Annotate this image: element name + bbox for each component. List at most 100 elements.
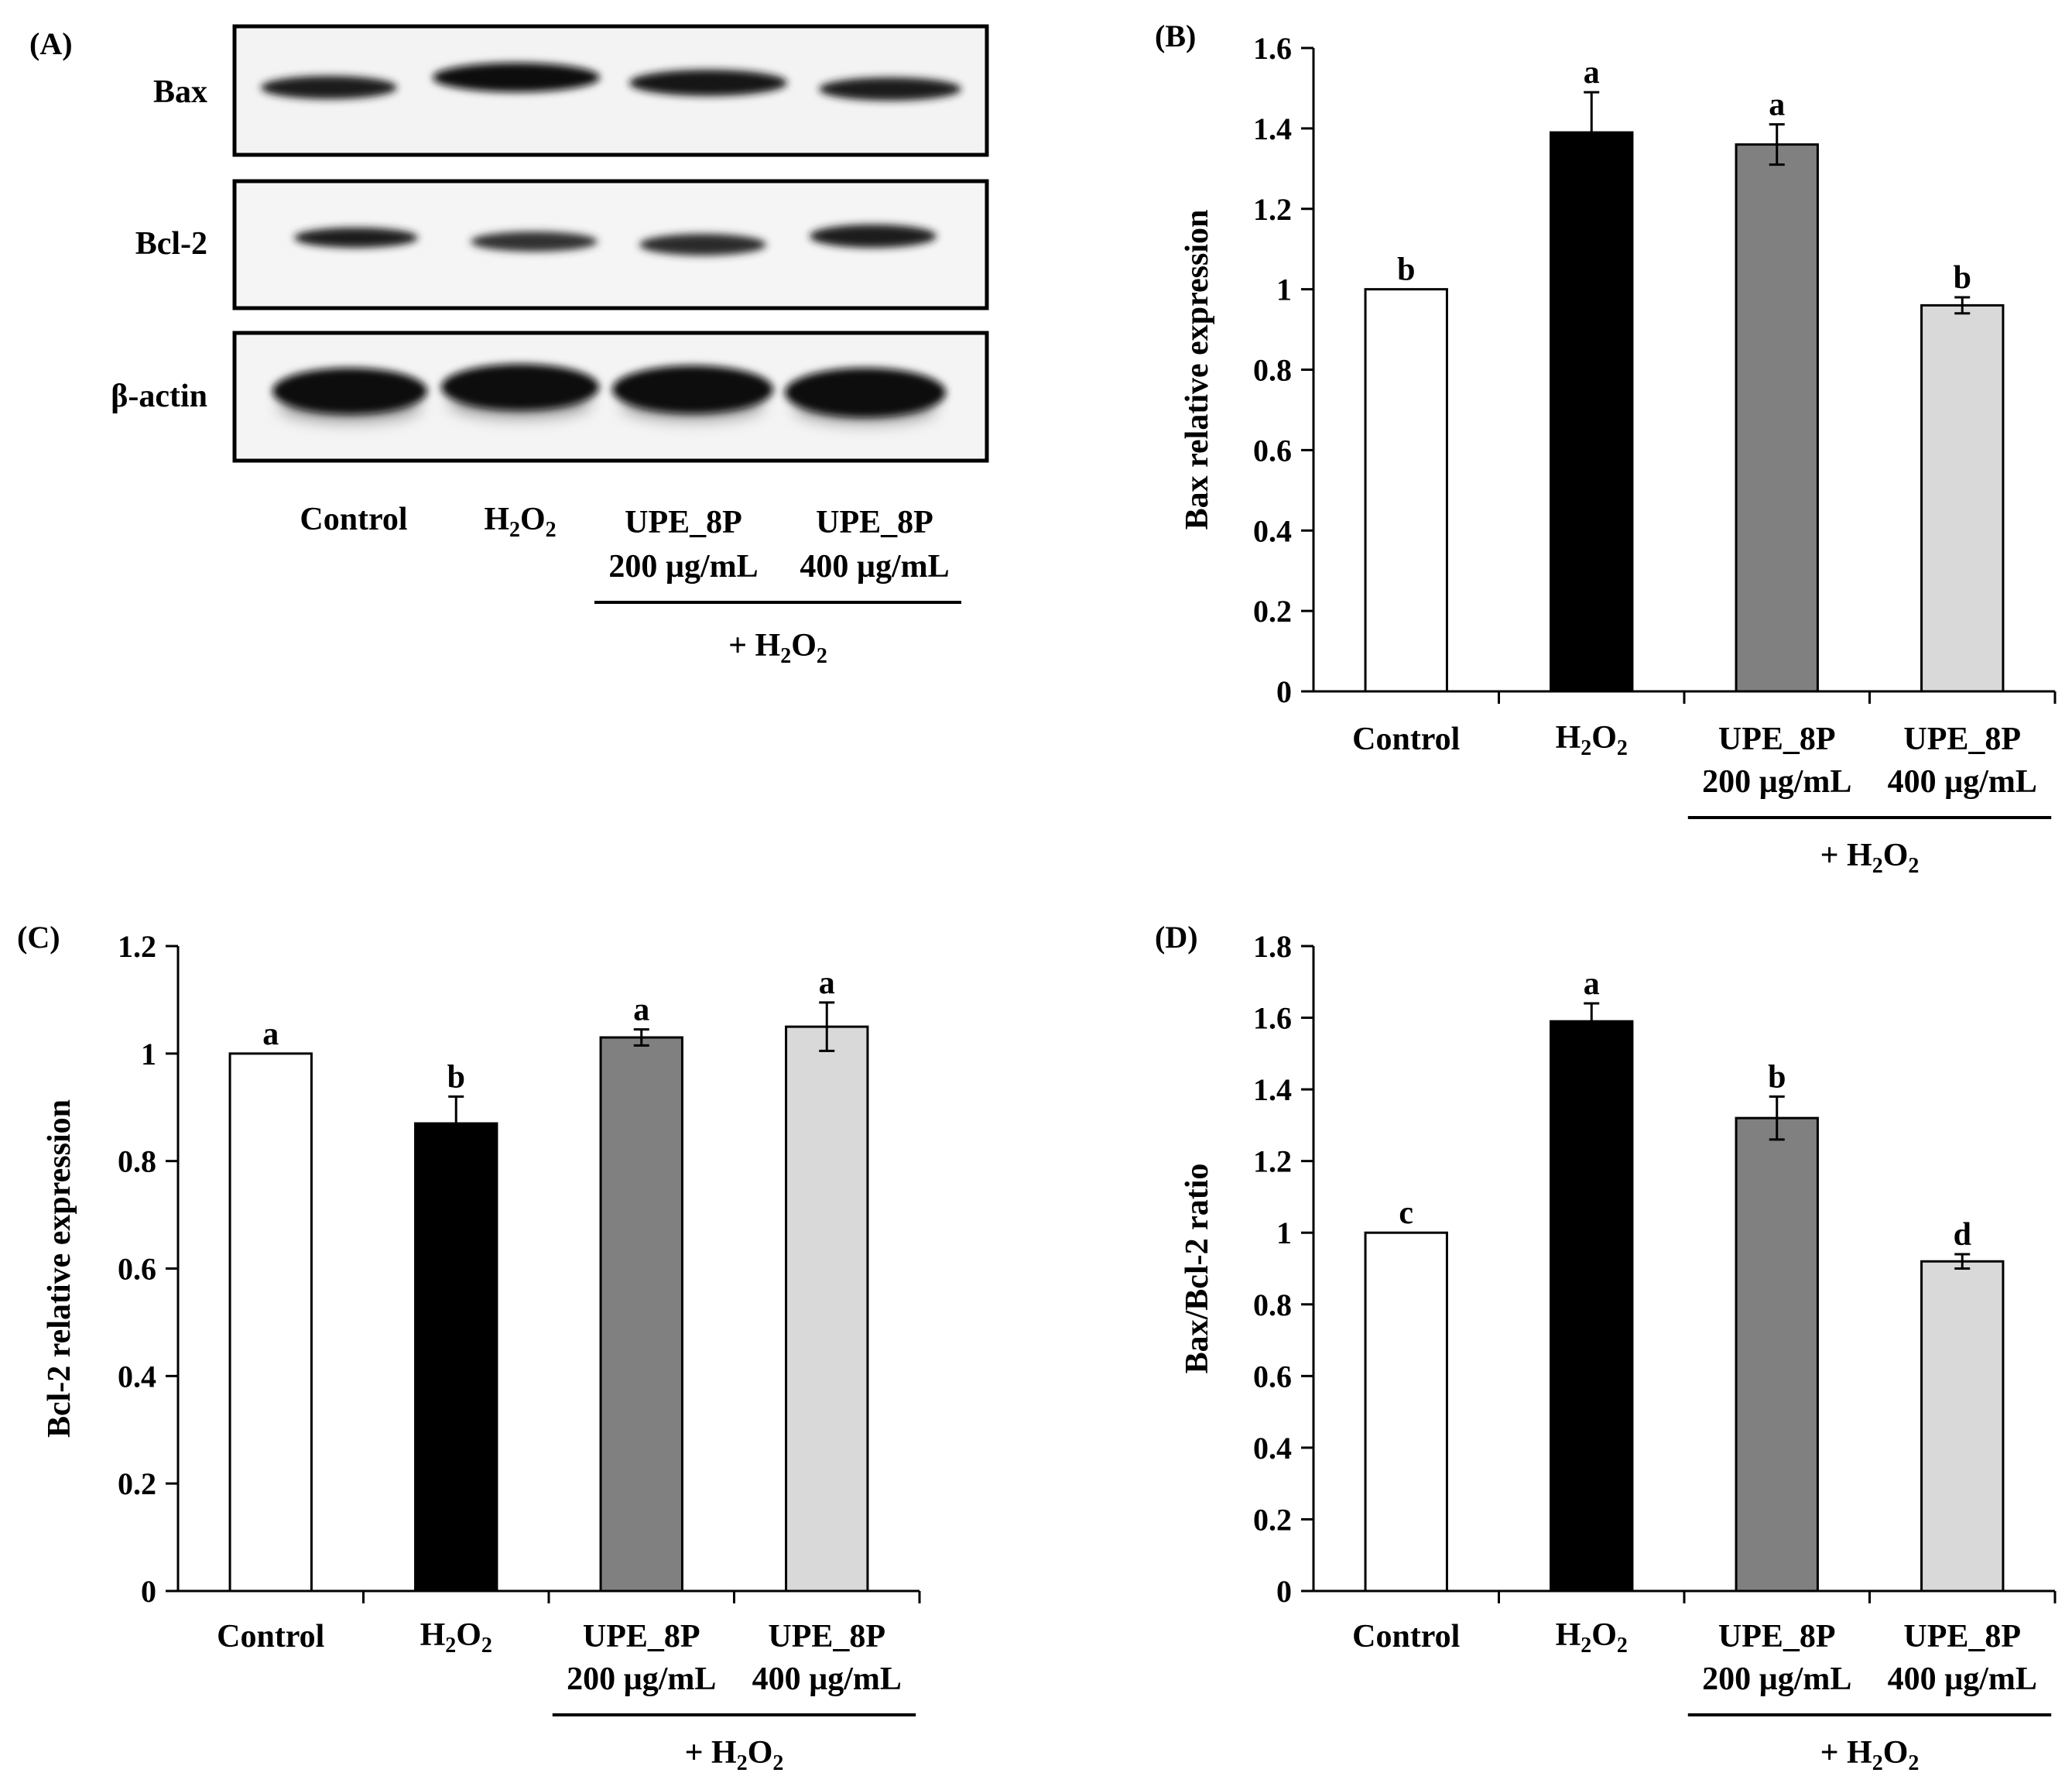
category-label-h2o2: H2O2 — [1556, 720, 1628, 760]
band-actin-h2o2 — [441, 364, 599, 410]
significance-h2o2: a — [1584, 55, 1600, 91]
group-label: + H2O2 — [685, 1735, 784, 1775]
category-label-upe400-line2: 400 µg/mL — [752, 1661, 902, 1697]
band-bax-upe400 — [819, 77, 961, 101]
y-tick-label: 0.8 — [1253, 353, 1292, 388]
y-tick-label: 1.4 — [1253, 111, 1292, 146]
lane-label-upe400-line1: UPE_8P — [816, 505, 933, 540]
bar-h2o2 — [1550, 131, 1634, 693]
y-tick-label: 0.4 — [1253, 513, 1292, 548]
y-tick-label: 0.2 — [118, 1466, 156, 1501]
y-tick-label: 0.8 — [1253, 1288, 1292, 1322]
band-actin-upe200 — [612, 365, 773, 413]
significance-control: b — [1397, 252, 1415, 288]
significance-upe200: b — [1768, 1059, 1786, 1095]
category-label-h2o2: H2O2 — [420, 1617, 492, 1658]
category-label-upe400-line1: UPE_8P — [1903, 722, 2021, 757]
lane-label-upe200-line2: 200 µg/mL — [608, 549, 758, 585]
lane-label-control: Control — [300, 502, 407, 537]
y-tick-label: 0 — [1276, 1574, 1292, 1609]
bar-h2o2 — [414, 1122, 498, 1593]
significance-upe400: a — [819, 965, 835, 1001]
bar-h2o2 — [1550, 1020, 1634, 1593]
y-tick-label: 0.8 — [118, 1144, 156, 1179]
blot-bcl2 — [232, 179, 989, 310]
panel-d-ratio-chart: (D) 0 0.2 0.4 0.6 0.8 1 1.2 1.4 1.6 1.8 Bax/Bcl-2 r… — [1155, 920, 2057, 1775]
y-tick-label: 0.6 — [118, 1252, 156, 1287]
bar-upe400 — [1920, 1260, 2005, 1593]
bar-control — [1364, 288, 1448, 693]
lane-label-upe400-line2: 400 µg/mL — [800, 549, 949, 585]
category-label-upe400-line1: UPE_8P — [768, 1619, 885, 1654]
panel-b-bax-chart: (B) 0 0.2 0.4 0.6 0.8 1 1.2 1.4 1.6 Bax relative e… — [1155, 19, 2057, 878]
y-tick-label: 0.6 — [1253, 433, 1292, 468]
bar-upe200 — [599, 1036, 683, 1593]
y-tick-label: 0.2 — [1253, 1502, 1292, 1537]
blot-bax — [232, 24, 989, 157]
blot-label-beta-actin: β-actin — [111, 379, 207, 414]
bar-upe200 — [1735, 143, 1819, 693]
band-bcl2-control — [294, 228, 418, 248]
bar-control — [228, 1052, 313, 1593]
y-tick-label: 1.8 — [1253, 929, 1292, 964]
panel-label: (C) — [17, 920, 60, 955]
category-label-upe200-line2: 200 µg/mL — [567, 1661, 716, 1697]
y-axis-label: Bax/Bcl-2 ratio — [1180, 1164, 1215, 1374]
y-tick-label: 0.4 — [118, 1359, 156, 1394]
y-tick-label: 0.6 — [1253, 1359, 1292, 1394]
panel-label: (B) — [1155, 19, 1196, 53]
category-label-control: Control — [1352, 722, 1460, 757]
significance-control: c — [1399, 1195, 1413, 1231]
y-tick-label: 1.4 — [1253, 1072, 1292, 1107]
category-label-control: Control — [217, 1619, 324, 1654]
lane-label-h2o2: H2O2 — [484, 502, 556, 542]
category-label-upe400-line1: UPE_8P — [1903, 1619, 2021, 1654]
category-label-h2o2: H2O2 — [1556, 1617, 1628, 1658]
panel-label: (D) — [1155, 920, 1198, 955]
significance-h2o2: b — [447, 1059, 465, 1095]
category-label-upe200-line2: 200 µg/mL — [1702, 1661, 1851, 1697]
significance-upe200: a — [1769, 87, 1785, 123]
y-tick-label: 1 — [1276, 273, 1292, 307]
y-tick-label: 1.6 — [1253, 1001, 1292, 1036]
significance-upe400: b — [1954, 260, 1971, 296]
category-label-upe200-line1: UPE_8P — [1718, 1619, 1836, 1654]
y-axis-label: Bax relative expression — [1180, 210, 1215, 530]
blot-label-bax: Bax — [153, 74, 207, 110]
blot-label-bcl2: Bcl-2 — [135, 226, 207, 262]
bar-upe400 — [785, 1025, 869, 1593]
blot-beta-actin — [232, 331, 989, 463]
y-tick-label: 1.2 — [1253, 1144, 1292, 1179]
category-label-upe400-line2: 400 µg/mL — [1888, 764, 2037, 800]
category-label-upe200-line2: 200 µg/mL — [1702, 764, 1851, 800]
category-label-upe200-line1: UPE_8P — [583, 1619, 700, 1654]
y-axis-label: Bcl-2 relative expression — [42, 1099, 77, 1438]
y-tick-label: 1.2 — [1253, 192, 1292, 227]
band-bax-h2o2 — [433, 63, 600, 92]
significance-h2o2: a — [1584, 966, 1600, 1002]
band-actin-upe400 — [785, 368, 946, 417]
blot-lane-labels: Control H2O2 UPE_8P 200 µg/mL UPE_8P 400… — [300, 502, 961, 668]
y-tick-label: 1 — [141, 1037, 156, 1072]
y-tick-label: 1 — [1276, 1216, 1292, 1250]
bar-upe400 — [1920, 303, 2005, 693]
category-label-upe200-line1: UPE_8P — [1718, 722, 1836, 757]
significance-control: a — [262, 1017, 279, 1052]
significance-upe200: a — [633, 993, 649, 1028]
panel-a-label: (A) — [29, 26, 73, 61]
y-tick-label: 0 — [141, 1574, 156, 1609]
category-label-control: Control — [1352, 1619, 1460, 1654]
panel-a-western-blot: (A) Bax Bcl-2 β-actin — [29, 24, 989, 668]
y-tick-label: 0.4 — [1253, 1431, 1292, 1466]
group-label: + H2O2 — [1820, 838, 1920, 878]
lane-label-upe200-line1: UPE_8P — [625, 505, 742, 540]
significance-upe400: d — [1954, 1217, 1971, 1253]
lane-group-label: + H2O2 — [728, 628, 827, 668]
bar-control — [1364, 1231, 1448, 1593]
y-tick-label: 1.2 — [118, 929, 156, 964]
band-actin-control — [272, 368, 427, 414]
band-bax-control — [261, 76, 397, 99]
y-tick-label: 1.6 — [1253, 31, 1292, 66]
band-bax-upe200 — [629, 70, 787, 96]
